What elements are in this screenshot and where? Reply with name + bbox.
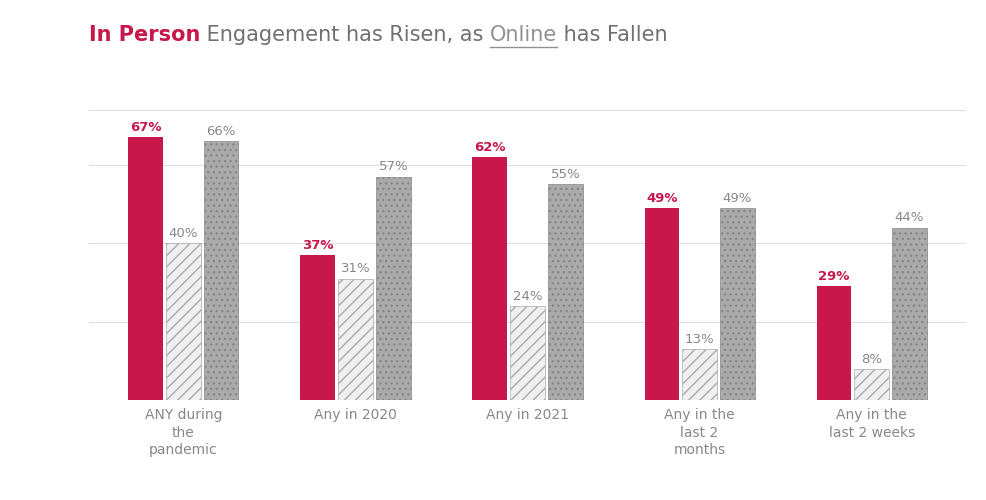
Text: 37%: 37% [302, 239, 333, 252]
Bar [167, 243, 200, 400]
Text: 44%: 44% [895, 212, 924, 224]
Text: 49%: 49% [646, 192, 677, 205]
Bar [301, 255, 335, 400]
Text: In Person: In Person [89, 25, 200, 45]
Text: 67%: 67% [130, 122, 162, 134]
Text: 62%: 62% [474, 141, 506, 154]
Bar [548, 184, 583, 400]
Text: 8%: 8% [861, 352, 882, 366]
Bar [892, 228, 927, 400]
Text: Engagement has Risen, as: Engagement has Risen, as [200, 25, 490, 45]
Text: has Fallen: has Fallen [557, 25, 668, 45]
Text: 66%: 66% [206, 125, 236, 138]
Bar [472, 157, 507, 400]
Text: 49%: 49% [723, 192, 752, 205]
Text: 13%: 13% [684, 333, 715, 346]
Text: 31%: 31% [340, 262, 371, 276]
Bar [855, 368, 888, 400]
Text: Online: Online [490, 25, 557, 45]
Text: 57%: 57% [379, 160, 408, 173]
Bar [720, 208, 754, 400]
Text: 29%: 29% [818, 270, 850, 283]
Text: 24%: 24% [513, 290, 542, 303]
Bar [816, 286, 851, 400]
Bar [204, 142, 239, 400]
Bar [376, 176, 410, 400]
Text: 40%: 40% [169, 227, 198, 240]
Text: 55%: 55% [550, 168, 580, 181]
Bar [338, 278, 373, 400]
Bar [645, 208, 679, 400]
Bar [511, 306, 544, 400]
Bar [682, 349, 717, 400]
Bar [128, 138, 163, 400]
